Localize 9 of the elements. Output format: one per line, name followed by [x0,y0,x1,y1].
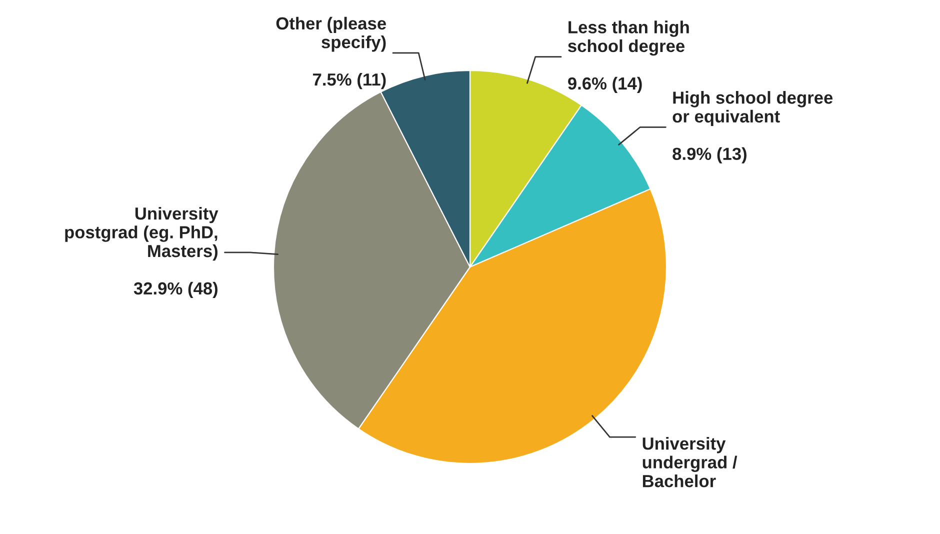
slice-label: Less than high school degree [568,20,689,56]
data-label: 8.9% (13) [672,147,746,164]
data-label: 32.9% (48) [134,282,218,298]
slice-label: University undergrad / Bachelor [642,437,738,488]
slice-label: University postgrad (eg. PhD, Masters) [65,206,218,261]
data-label: 7.5% (11) [313,72,386,90]
data-label: 9.6% (14) [568,76,642,94]
slice-label: High school degree or equivalent [672,91,833,126]
slice-label: Other (please specify) [276,16,386,52]
